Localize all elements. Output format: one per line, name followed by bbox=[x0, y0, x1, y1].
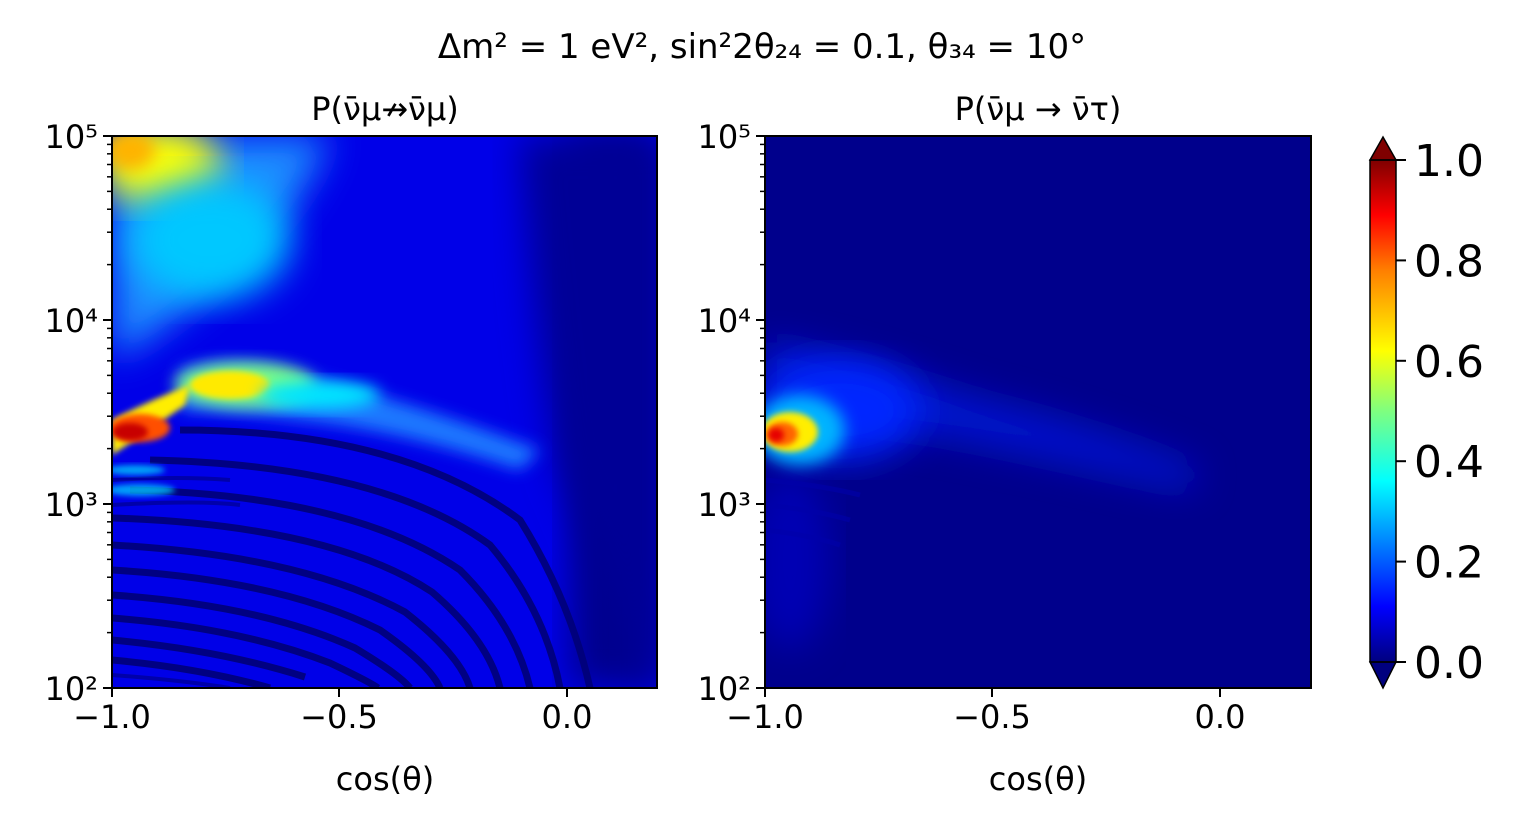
panel-1-y-tick-label: 10⁴ bbox=[44, 302, 98, 340]
panel-2-frame bbox=[764, 135, 1312, 689]
panel-2-x-tick-label: −0.5 bbox=[953, 698, 1031, 736]
panel-2-heatmap: P(ν̄μ → ν̄τ) −1.0 −0.5 0. bbox=[697, 90, 1312, 798]
panel-1-y-ticks: 10² 10³ 10⁴ 10⁵ bbox=[44, 118, 112, 708]
panel-1-x-axis-label: cos(θ) bbox=[336, 760, 434, 798]
panel-2-y-minor-ticks bbox=[760, 143, 765, 634]
panel-2-y-tick-label: 10⁴ bbox=[697, 302, 751, 340]
colorbar-tick-label: 0.2 bbox=[1414, 538, 1484, 589]
panel-1-x-tick-label: 0.0 bbox=[542, 698, 593, 736]
panel-1-y-tick-label: 10² bbox=[44, 670, 98, 708]
panel-1-title: P(ν̄μ↛ν̄μ) bbox=[311, 90, 459, 128]
panel-1-y-tick-label: 10⁵ bbox=[44, 118, 98, 156]
panel-2-y-tick-label: 10² bbox=[697, 670, 751, 708]
panel-2-x-axis-label: cos(θ) bbox=[989, 760, 1087, 798]
colorbar-tick-label: 0.0 bbox=[1414, 638, 1484, 689]
panel-2-title: P(ν̄μ → ν̄τ) bbox=[955, 90, 1122, 128]
panel-2-y-tick-label: 10⁵ bbox=[697, 118, 751, 156]
panel-2-x-tick-label: −1.0 bbox=[726, 698, 804, 736]
panel-2-y-tick-label: 10³ bbox=[697, 486, 751, 524]
panel-2-x-tick-label: 0.0 bbox=[1195, 698, 1246, 736]
colorbar-extend-min bbox=[1368, 661, 1398, 690]
colorbar-gradient bbox=[1370, 160, 1396, 662]
colorbar: 0.0 0.2 0.4 0.6 0.8 1.0 bbox=[1368, 135, 1484, 690]
panel-1-heatmap: P(ν̄μ↛ν̄μ) bbox=[44, 90, 658, 798]
panel-2-field bbox=[765, 136, 1311, 688]
colorbar-tick-label: 0.8 bbox=[1414, 236, 1484, 287]
panel-1-frame bbox=[111, 135, 658, 689]
panel-2-x-ticks: −1.0 −0.5 0.0 bbox=[726, 688, 1245, 736]
colorbar-tick-label: 0.4 bbox=[1414, 437, 1484, 488]
colorbar-extend-max bbox=[1368, 135, 1398, 161]
colorbar-frame bbox=[1369, 159, 1397, 663]
panel-1-x-tick-label: −0.5 bbox=[300, 698, 378, 736]
colorbar-tick-label: 1.0 bbox=[1414, 136, 1484, 187]
panel-2-y-ticks: 10² 10³ 10⁴ 10⁵ bbox=[697, 118, 765, 708]
colorbar-ticks: 0.0 0.2 0.4 0.6 0.8 1.0 bbox=[1396, 136, 1484, 689]
panel-1-y-minor-ticks bbox=[107, 143, 112, 634]
panel-1-y-tick-label: 10³ bbox=[44, 486, 98, 524]
figure-suptitle: Δm² = 1 eV², sin²2θ₂₄ = 0.1, θ₃₄ = 10° bbox=[438, 27, 1086, 67]
colorbar-tick-label: 0.6 bbox=[1414, 337, 1484, 388]
panel-1-x-tick-label: −1.0 bbox=[73, 698, 151, 736]
panel-1-field bbox=[112, 136, 657, 688]
panel-1-x-ticks: −1.0 −0.5 0.0 bbox=[73, 688, 592, 736]
